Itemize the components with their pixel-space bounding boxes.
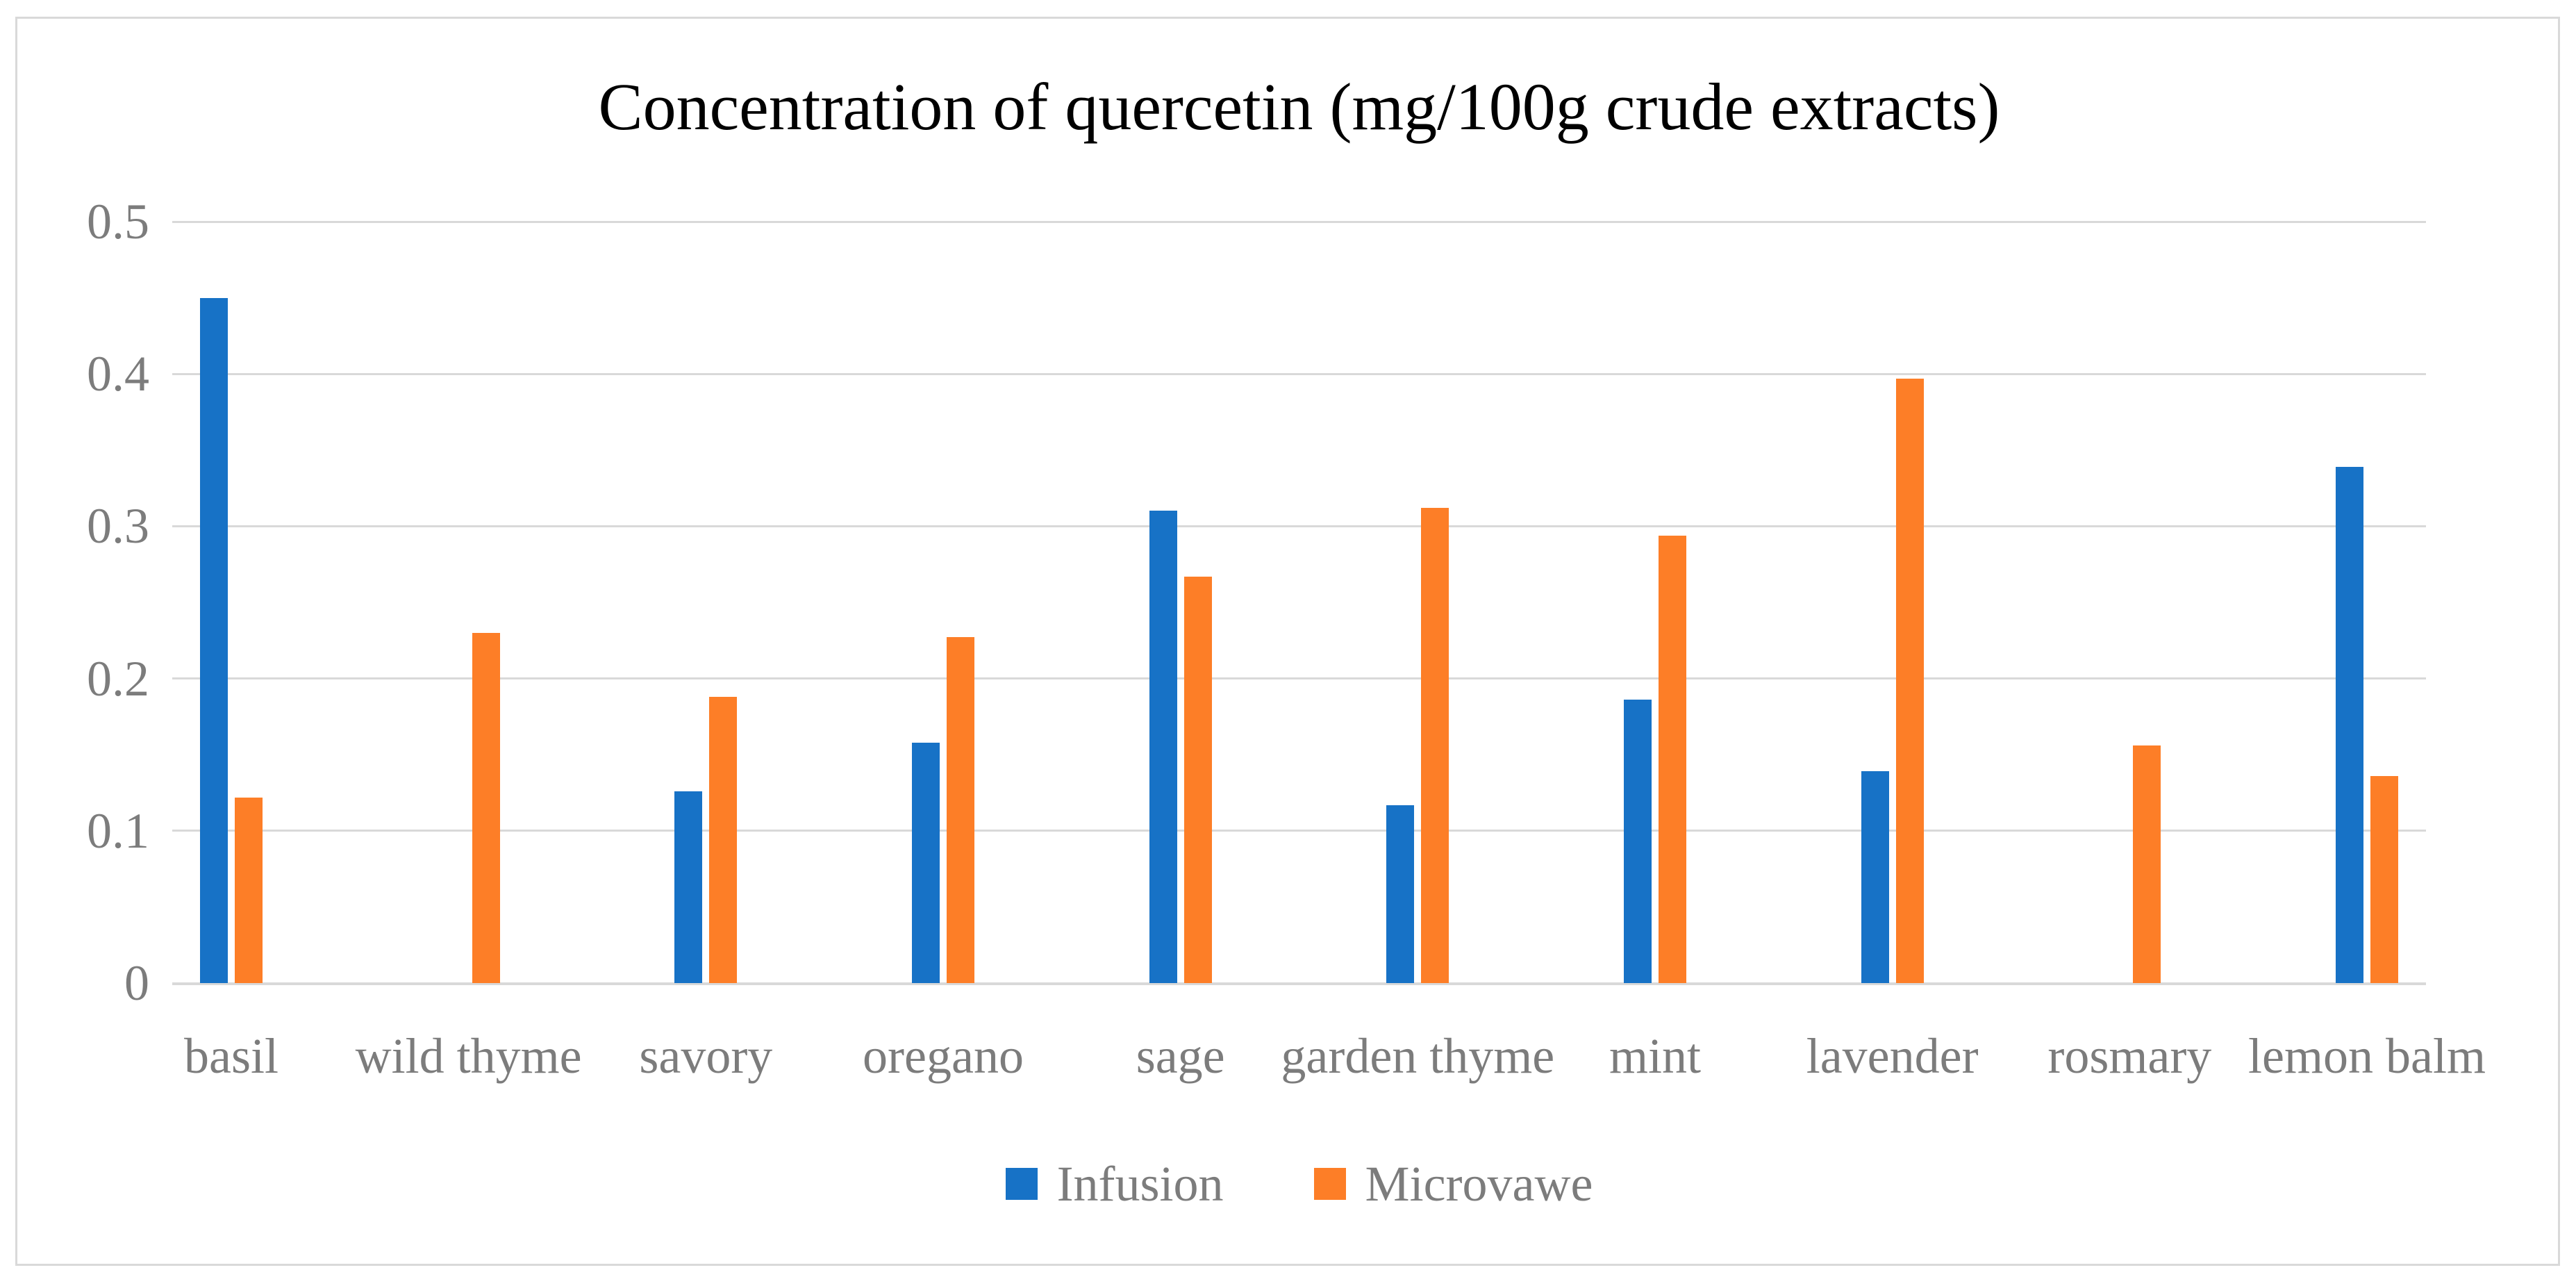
x-category-label-lavender: lavender bbox=[1806, 1028, 1979, 1084]
infusion-series-swatch-icon bbox=[1005, 1168, 1038, 1200]
gridline bbox=[172, 677, 2426, 680]
legend-label-infusion: Infusion bbox=[1056, 1156, 1224, 1212]
microvawe-series-swatch-icon bbox=[1313, 1168, 1346, 1200]
bar-infusion-lemon-balm bbox=[2336, 466, 2363, 983]
bar-microvawe-rosmary bbox=[2133, 745, 2161, 983]
chart-frame-border bbox=[15, 17, 2560, 1266]
gridline bbox=[172, 220, 2426, 223]
bar-microvawe-lemon-balm bbox=[2370, 775, 2398, 983]
bar-infusion-lavender bbox=[1861, 771, 1889, 983]
x-category-label-wild-thyme: wild thyme bbox=[355, 1028, 582, 1084]
bar-microvawe-savory bbox=[709, 696, 738, 983]
gridline bbox=[172, 830, 2426, 832]
gridline bbox=[172, 372, 2426, 375]
bar-infusion-basil bbox=[200, 297, 228, 983]
chart-title: Concentration of quercetin (mg/100g crud… bbox=[598, 69, 2000, 144]
x-axis-line bbox=[172, 982, 2426, 985]
legend-item-infusion: Infusion bbox=[1005, 1156, 1224, 1212]
bar-infusion-garden-thyme bbox=[1386, 805, 1415, 983]
bar-microvawe-mint bbox=[1659, 535, 1686, 983]
bar-microvawe-lavender bbox=[1895, 378, 1924, 983]
y-tick-label: 0.3 bbox=[87, 498, 149, 554]
x-category-label-mint: mint bbox=[1609, 1028, 1701, 1084]
x-category-label-basil: basil bbox=[184, 1028, 279, 1084]
bar-infusion-sage bbox=[1149, 511, 1177, 983]
bar-microvawe-garden-thyme bbox=[1421, 508, 1449, 983]
bar-infusion-oregano bbox=[912, 742, 940, 983]
y-tick-label: 0 bbox=[124, 955, 149, 1011]
bar-microvawe-sage bbox=[1183, 576, 1212, 983]
x-category-label-oregano: oregano bbox=[863, 1028, 1024, 1084]
x-category-label-rosmary: rosmary bbox=[2047, 1028, 2212, 1084]
bar-microvawe-basil bbox=[235, 797, 263, 983]
x-category-label-lemon-balm: lemon balm bbox=[2248, 1028, 2486, 1084]
x-category-label-savory: savory bbox=[639, 1028, 773, 1084]
bar-infusion-savory bbox=[674, 791, 703, 983]
y-tick-label: 0.5 bbox=[87, 194, 149, 249]
legend: Infusion Microvawe bbox=[172, 1159, 2426, 1209]
gridline bbox=[172, 525, 2426, 527]
bar-microvawe-wild-thyme bbox=[472, 632, 500, 983]
x-category-label-garden-thyme: garden thyme bbox=[1281, 1028, 1555, 1084]
bar-microvawe-oregano bbox=[947, 637, 974, 983]
y-tick-label: 0.1 bbox=[87, 802, 149, 859]
y-tick-label: 0.4 bbox=[87, 346, 149, 402]
legend-item-microvawe: Microvawe bbox=[1313, 1156, 1593, 1212]
legend-label-microvawe: Microvawe bbox=[1365, 1156, 1593, 1212]
bar-infusion-mint bbox=[1624, 700, 1652, 983]
x-category-label-sage: sage bbox=[1136, 1028, 1225, 1084]
y-tick-label: 0.2 bbox=[87, 650, 149, 707]
